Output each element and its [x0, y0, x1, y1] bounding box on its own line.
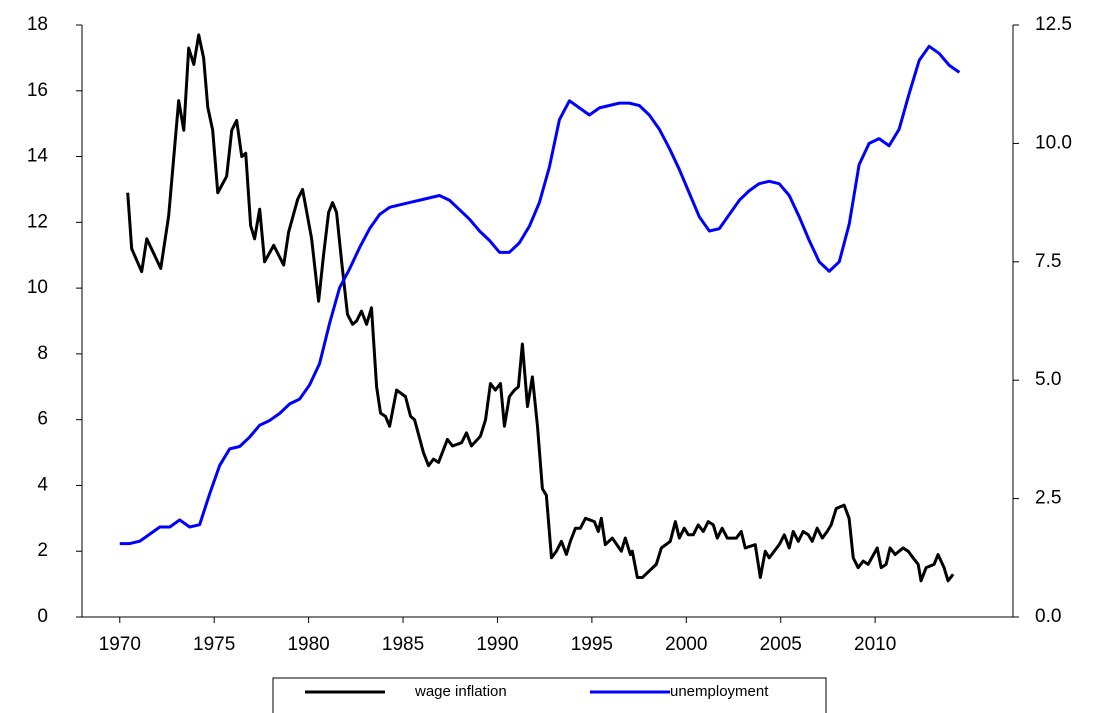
x-tick-label: 1975: [193, 634, 235, 655]
x-tick-label: 2010: [854, 634, 896, 655]
y-tick-label: 16: [27, 80, 48, 101]
y-tick-label: 0: [37, 606, 48, 627]
x-tick-label: 2000: [665, 634, 707, 655]
x-tick-label: 1995: [571, 634, 613, 655]
y-tick-label: 2: [37, 540, 48, 561]
legend-label: wage inflation: [414, 683, 507, 700]
y-tick-label: 10: [27, 277, 48, 298]
legend-label: unemployment: [670, 683, 769, 700]
legend: wage inflation unemployment: [305, 683, 769, 700]
x-tick-label: 2005: [760, 634, 802, 655]
x-tick-label: 1970: [99, 634, 141, 655]
y2-tick-label: 12.5: [1035, 14, 1072, 35]
y2-tick-label: 2.5: [1035, 488, 1061, 509]
y2-tick-label: 5.0: [1035, 369, 1061, 390]
y2-tick-label: 7.5: [1035, 251, 1061, 272]
x-tick-label: 1990: [476, 634, 518, 655]
y-tick-label: 4: [37, 474, 48, 495]
y-tick-label: 18: [27, 14, 48, 35]
x-tick-label: 1980: [287, 634, 329, 655]
y-tick-label: 14: [27, 146, 49, 167]
series-line: [126, 33, 955, 583]
legend-box: [272, 677, 827, 713]
y-tick-label: 6: [37, 409, 48, 430]
y2-tick-label: 10.0: [1035, 132, 1072, 153]
x-tick-label: 1985: [382, 634, 424, 655]
series-line: [119, 44, 961, 546]
y-tick-label: 8: [37, 343, 48, 364]
y2-tick-label: 0.0: [1035, 606, 1061, 627]
y-tick-label: 12: [27, 211, 48, 232]
